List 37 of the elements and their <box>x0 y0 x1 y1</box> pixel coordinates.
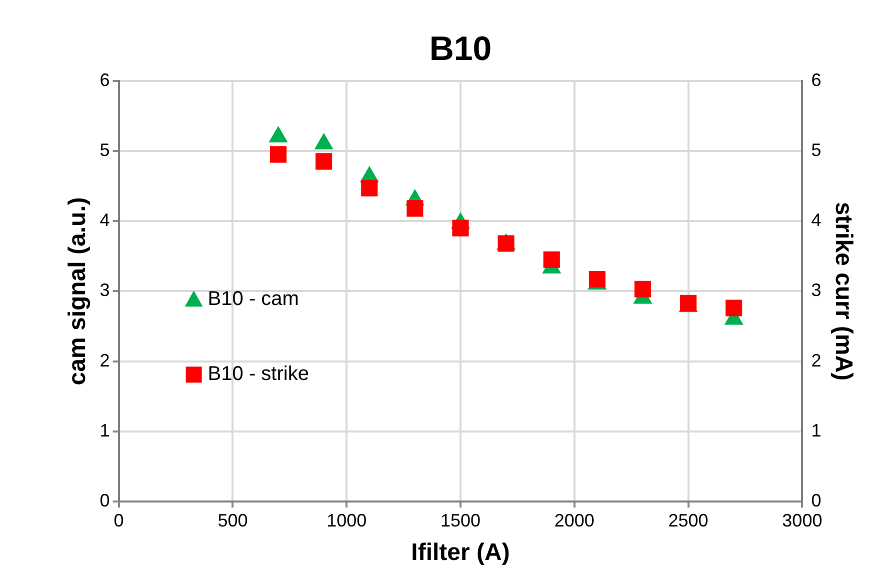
point <box>316 153 332 170</box>
point <box>634 280 652 298</box>
point <box>269 126 288 142</box>
y2-tick-label: 6 <box>811 70 822 90</box>
y2-tick-label: 0 <box>811 490 822 511</box>
y2-tick-label: 4 <box>811 210 822 230</box>
y2-tick-label: 1 <box>811 420 822 440</box>
y-tick-label: 4 <box>100 210 110 230</box>
y-tick-label: 6 <box>100 70 110 90</box>
point <box>314 133 333 150</box>
point <box>406 200 424 217</box>
x-tick-label: 500 <box>218 510 248 530</box>
y-axis-title: cam signal (a.u.) <box>64 197 92 386</box>
y-tick-label: 3 <box>100 280 110 300</box>
x-tick-label: 3000 <box>782 510 822 530</box>
y-tick-label: 2 <box>100 350 110 370</box>
y-tick-label: 0 <box>100 490 110 511</box>
point <box>361 180 378 196</box>
x-tick-label: 2500 <box>668 510 708 530</box>
point <box>543 251 560 268</box>
y-tick-label: 5 <box>100 140 110 160</box>
x-tick-label: 1500 <box>440 510 481 530</box>
y-tick-label: 1 <box>100 420 110 440</box>
x-axis-title: Ifilter (A) <box>411 539 510 566</box>
y2-tick-label: 5 <box>811 140 822 160</box>
y2-tick-label: 2 <box>811 350 822 370</box>
point <box>270 146 287 163</box>
point <box>452 220 469 236</box>
legend-label: B10 - cam <box>208 288 299 310</box>
x-tick-label: 0 <box>114 510 124 530</box>
y2-axis-title: strike curr (mA) <box>830 202 857 381</box>
y2-tick-label: 3 <box>811 280 822 300</box>
x-tick-label: 1000 <box>326 510 367 530</box>
point <box>726 300 742 316</box>
legend-label: B10 - strike <box>208 363 309 386</box>
x-tick-label: 2000 <box>554 510 594 530</box>
chart-title: B10 <box>429 30 492 68</box>
